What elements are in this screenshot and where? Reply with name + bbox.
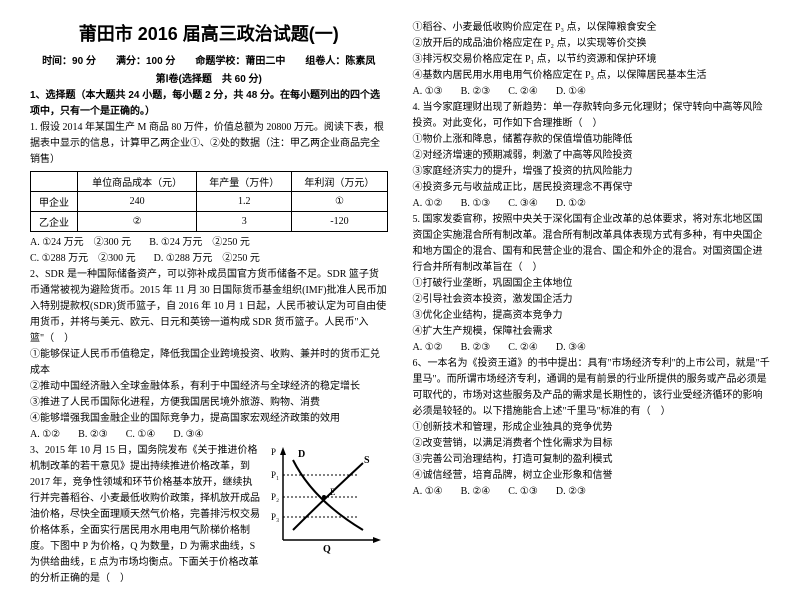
q3-o1: ①稻谷、小麦最低收购价应定在 P₃ 点，以保障粮食安全	[413, 20, 771, 36]
opt-d: D. ①②	[556, 196, 586, 212]
label-d: D	[298, 449, 305, 460]
label-e: E	[330, 487, 336, 497]
th-output: 年产量（万件）	[197, 172, 292, 192]
opt-a: A. ①③	[413, 84, 443, 100]
q1-options-2: C. ①288 万元 ②300 元 D. ①288 万元 ②250 元	[30, 251, 388, 267]
th-profit: 年利润（万元）	[292, 172, 387, 192]
cell: 1.2	[197, 192, 292, 212]
q4-o2: ②对经济增速的预期减弱，刺激了中高等风险投资	[413, 148, 771, 164]
opt-a: A. ①④	[413, 484, 443, 500]
opt-d: D. ③④	[556, 340, 586, 356]
label-p: P	[271, 447, 276, 457]
opt-b: B. ②③	[78, 427, 108, 443]
q4: 4. 当今家庭理财出现了新趋势：单一存款转向多元化理财；保守转向中高等风险投资。…	[413, 100, 771, 132]
q2-options: A. ①② B. ②③ C. ①④ D. ③④	[30, 427, 388, 443]
opt-d: D. ①288 万元 ②250 元	[154, 251, 260, 267]
opt-b: B. ②③	[461, 340, 491, 356]
q2-o3: ③推进了人民币国际化进程，方便我国居民境外旅游、购物、消费	[30, 395, 388, 411]
q6-o2: ②改变营销，以满足消费者个性化需求为目标	[413, 436, 771, 452]
label-q: Q	[323, 544, 331, 555]
q2: 2、SDR 是一种国际储备资产，可以弥补成员国官方货币储备不足。SDR 篮子货币…	[30, 267, 388, 347]
q6-options: A. ①④ B. ②④ C. ①③ D. ②③	[413, 484, 771, 500]
opt-b: B. ①24 万元 ②250 元	[149, 235, 250, 251]
opt-b: B. ②③	[461, 84, 491, 100]
label-p2: P₂	[271, 492, 279, 502]
right-column: ①稻谷、小麦最低收购价应定在 P₃ 点，以保障粮食安全 ②放开后的成品油价格应定…	[413, 20, 771, 587]
opt-c: C. ②④	[508, 340, 538, 356]
q6-o3: ③完善公司治理结构，打造可复制的盈利模式	[413, 452, 771, 468]
meta-line-1: 时间：90 分 满分：100 分 命题学校：莆田二中 组卷人：陈素凤	[30, 52, 388, 67]
q5-o1: ①打破行业垄断，巩固国企主体地位	[413, 276, 771, 292]
opt-c: C. ①④	[126, 427, 156, 443]
cell: -120	[292, 212, 387, 232]
q5-options: A. ①② B. ②③ C. ②④ D. ③④	[413, 340, 771, 356]
opt-d: D. ②③	[556, 484, 586, 500]
chart-svg: P P₁ P₂ P₃ D S E Q	[268, 445, 388, 555]
title: 莆田市 2016 届高三政治试题(一)	[30, 20, 388, 46]
cell: 甲企业	[31, 192, 78, 212]
q5-o2: ②引导社会资本投资，激发国企活力	[413, 292, 771, 308]
q2-o2: ②推动中国经济融入全球金融体系，有利于中国经济与全球经济的稳定增长	[30, 379, 388, 395]
q5-o4: ④扩大生产规模，保障社会需求	[413, 324, 771, 340]
opt-a: A. ①②	[413, 196, 443, 212]
cell: 乙企业	[31, 212, 78, 232]
opt-c: C. ③④	[508, 196, 538, 212]
cell: 3	[197, 212, 292, 232]
q6-o4: ④诚信经营，培育品牌，树立企业形象和信誉	[413, 468, 771, 484]
th-blank	[31, 172, 78, 192]
opt-c: C. ②④	[508, 84, 538, 100]
q6: 6、一本名为《投资王道》的书中提出：具有"市场经济专利"的上市公司，就是"千里马…	[413, 356, 771, 420]
q3-o3: ③排污权交易价格应定在 P₁ 点，以节约资源和保护环境	[413, 52, 771, 68]
q1-intro: 1. 假设 2014 年某国生产 M 商品 80 万件，价值总额为 20800 …	[30, 120, 388, 168]
q3-o2: ②放开后的成品油价格应定在 P₂ 点，以实现等价交换	[413, 36, 771, 52]
opt-a: A. ①②	[413, 340, 443, 356]
opt-b: B. ①③	[461, 196, 491, 212]
cell: ①	[292, 192, 387, 212]
left-column: 莆田市 2016 届高三政治试题(一) 时间：90 分 满分：100 分 命题学…	[30, 20, 388, 587]
q3-o4: ④基数内居民用水用电用气价格应定在 P₃ 点，以保障居民基本生活	[413, 68, 771, 84]
supply-demand-chart: P P₁ P₂ P₃ D S E Q	[268, 445, 388, 555]
q3-options: A. ①③ B. ②③ C. ②④ D. ①④	[413, 84, 771, 100]
opt-c: C. ①288 万元 ②300 元	[30, 251, 136, 267]
q4-o4: ④投资多元与收益成正比，居民投资理念不再保守	[413, 180, 771, 196]
q2-o1: ①能够保证人民币币值稳定，降低我国企业跨境投资、收购、兼并时的货币汇兑成本	[30, 347, 388, 379]
q4-o3: ③家庭经济实力的提升，增强了投资的抗风险能力	[413, 164, 771, 180]
label-p3: P₃	[271, 512, 279, 522]
q4-options: A. ①② B. ①③ C. ③④ D. ①②	[413, 196, 771, 212]
opt-d: D. ①④	[556, 84, 586, 100]
q1-options: A. ①24 万元 ②300 元 B. ①24 万元 ②250 元	[30, 235, 388, 251]
instructions: 1、选择题（本大题共 24 小题，每小题 2 分，共 48 分。在每小题列出的四…	[30, 88, 388, 120]
label-p1: P₁	[271, 470, 279, 480]
q4-o1: ①物价上涨和降息，储蓄存款的保值增值功能降低	[413, 132, 771, 148]
q5: 5. 国家发委官称，按照中央关于深化国有企业改革的总体要求，将对东北地区国资国企…	[413, 212, 771, 276]
q5-o3: ③优化企业结构，提高资本竞争力	[413, 308, 771, 324]
section-title: 第Ⅰ卷(选择题 共 60 分)	[30, 70, 388, 85]
opt-c: C. ①③	[508, 484, 538, 500]
opt-a: A. ①24 万元 ②300 元	[30, 235, 131, 251]
data-table: 单位商品成本（元） 年产量（万件） 年利润（万元） 甲企业 240 1.2 ① …	[30, 171, 388, 232]
opt-b: B. ②④	[461, 484, 491, 500]
q2-o4: ④能够增强我国金融企业的国际竞争力，提高国家宏观经济政策的效用	[30, 411, 388, 427]
cell: 240	[77, 192, 196, 212]
th-cost: 单位商品成本（元）	[77, 172, 196, 192]
cell: ②	[77, 212, 196, 232]
opt-d: D. ③④	[173, 427, 203, 443]
opt-a: A. ①②	[30, 427, 60, 443]
q6-o1: ①创新技术和管理，形成企业独具的竞争优势	[413, 420, 771, 436]
label-s: S	[364, 455, 370, 466]
